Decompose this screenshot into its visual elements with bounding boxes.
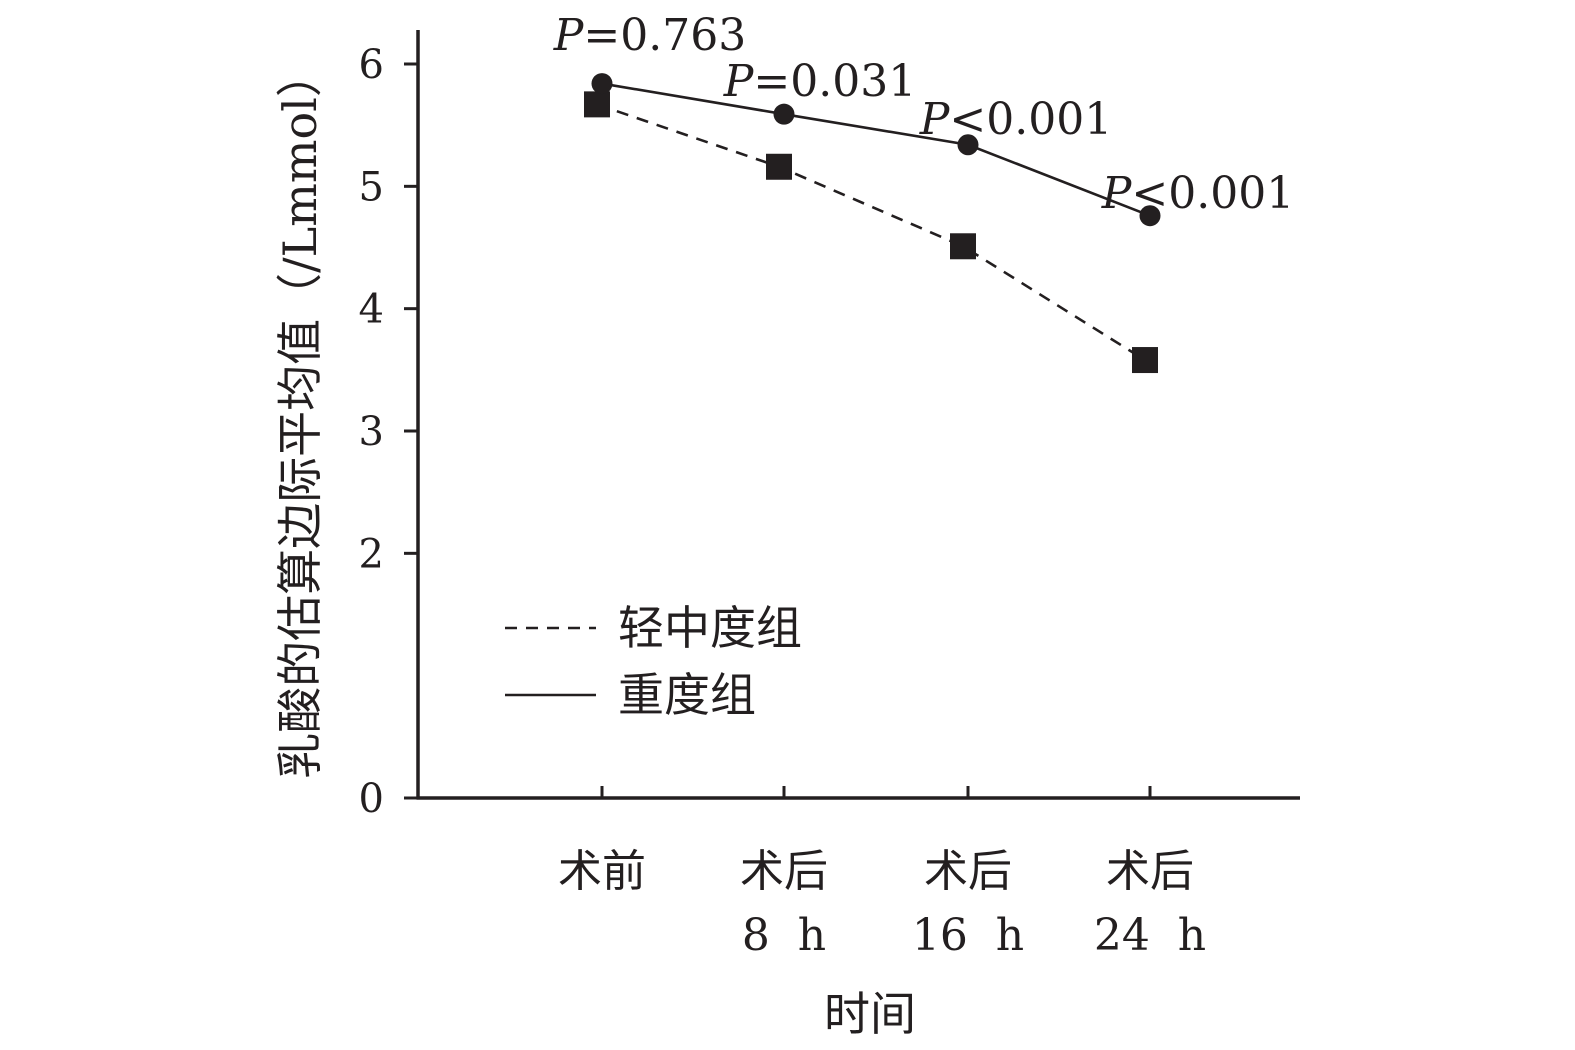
series-layer — [584, 73, 1161, 374]
data-point-square — [1132, 347, 1158, 374]
p-value-label: P<0.001 — [919, 94, 1112, 145]
legend-label: 重度组 — [618, 668, 756, 722]
data-point-circle — [591, 73, 613, 95]
data-point-square — [950, 233, 976, 260]
p-value-text: =0.031 — [753, 56, 916, 107]
x-tick-label: 术后 — [1106, 846, 1194, 897]
y-tick-label: 5 — [359, 164, 384, 210]
x-tick-label: 术前 — [558, 846, 646, 897]
axes — [416, 30, 1300, 800]
y-axis-title: 乳酸的估算边际平均值（/Lmmol） — [273, 51, 327, 779]
p-value-label: P=0.763 — [553, 10, 746, 61]
series-line-2 — [601, 82, 1151, 217]
x-ticks: 术前 术后 8 h 术后 16 h 术后 24 h — [558, 786, 1206, 961]
p-value-text: <0.001 — [1131, 168, 1294, 219]
legend-label: 轻中度组 — [618, 601, 802, 655]
data-point-circle — [1139, 205, 1161, 227]
y-tick-label: 2 — [359, 531, 384, 577]
p-symbol: P — [919, 94, 951, 145]
x-axis-title: 时间 — [824, 987, 916, 1041]
y-tick-label: 6 — [359, 42, 384, 88]
x-tick-sublabel: 8 h — [742, 910, 826, 961]
data-point-square — [766, 153, 792, 180]
p-value-label: P=0.031 — [723, 56, 916, 107]
y-tick-label: 4 — [359, 287, 384, 333]
x-tick-sublabel: 16 h — [912, 910, 1024, 961]
x-tick-label: 术后 — [740, 846, 828, 897]
p-symbol: P — [553, 10, 585, 61]
p-value-text: <0.001 — [949, 94, 1112, 145]
p-symbol: P — [1101, 168, 1133, 219]
y-tick-label: 3 — [359, 409, 384, 455]
y-ticks: 0 2 3 4 5 6 — [359, 42, 418, 822]
data-point-circle — [773, 103, 795, 125]
y-tick-label: 0 — [359, 776, 384, 822]
p-value-text: =0.763 — [583, 10, 746, 61]
p-symbol: P — [723, 56, 755, 107]
data-point-circle — [957, 134, 979, 156]
p-value-label: P<0.001 — [1101, 168, 1294, 219]
data-point-square — [584, 91, 610, 118]
x-tick-sublabel: 24 h — [1094, 910, 1206, 961]
x-tick-label: 术后 — [924, 846, 1012, 897]
